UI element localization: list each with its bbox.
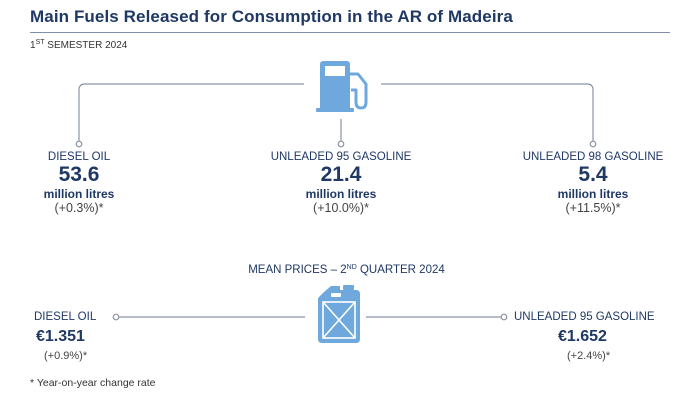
right-bracket-line bbox=[381, 83, 594, 142]
center-stem-dot bbox=[337, 140, 345, 148]
unleaded95-consumption-card: UNLEADED 95 GASOLINE 21.4 million litres… bbox=[241, 151, 441, 215]
diesel-consumption-card: DIESEL OIL 53.6 million litres (+0.3%)* bbox=[0, 151, 179, 215]
diesel-price-change: (+0.9%)* bbox=[44, 350, 88, 362]
fuel-pump-icon bbox=[316, 61, 368, 112]
left-bracket-line bbox=[78, 83, 304, 142]
right-bracket-dot bbox=[589, 140, 597, 148]
yoy-change: (+11.5%)* bbox=[565, 201, 621, 215]
consumption-unit: million litres bbox=[305, 187, 377, 201]
unleaded98-consumption-card: UNLEADED 98 GASOLINE 5.4 million litres … bbox=[493, 151, 693, 215]
footnote: * Year-on-year change rate bbox=[30, 377, 156, 389]
prices-right-dot bbox=[500, 313, 508, 321]
jerrycan-icon bbox=[318, 285, 360, 343]
diesel-price-value: €1.351 bbox=[36, 328, 85, 345]
consumption-unit: million litres bbox=[43, 187, 115, 201]
page-title: Main Fuels Released for Consumption in t… bbox=[30, 7, 513, 26]
prices-left-dot bbox=[112, 313, 120, 321]
title-divider bbox=[30, 32, 670, 33]
consumption-value: 21.4 bbox=[320, 163, 362, 186]
mean-prices-title: MEAN PRICES – 2ND QUARTER 2024 bbox=[248, 264, 445, 276]
unleaded95-price-change: (+2.4%)* bbox=[567, 350, 611, 362]
category-label: DIESEL OIL bbox=[47, 151, 111, 163]
period-subtitle: 1ST SEMESTER 2024 bbox=[30, 39, 128, 51]
diesel-price-label: DIESEL OIL bbox=[34, 311, 97, 323]
yoy-change: (+0.3%)* bbox=[54, 201, 104, 215]
unleaded95-price-label: UNLEADED 95 GASOLINE bbox=[514, 311, 655, 323]
consumption-value: 5.4 bbox=[578, 163, 608, 186]
category-label: UNLEADED 95 GASOLINE bbox=[270, 151, 412, 163]
unleaded95-price-value: €1.652 bbox=[558, 328, 607, 345]
consumption-value: 53.6 bbox=[58, 163, 100, 186]
left-bracket-dot bbox=[75, 140, 83, 148]
yoy-change: (+10.0%)* bbox=[313, 201, 369, 215]
category-label: UNLEADED 98 GASOLINE bbox=[522, 151, 664, 163]
consumption-unit: million litres bbox=[557, 187, 629, 201]
